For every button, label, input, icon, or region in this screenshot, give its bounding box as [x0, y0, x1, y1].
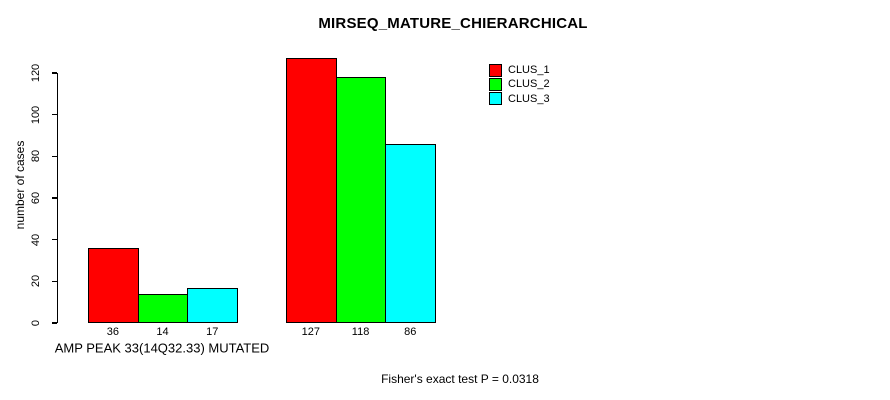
bar-clus_2-group2: [335, 77, 387, 323]
y-axis-tick-label: 100: [30, 105, 42, 124]
legend-swatch-clus_1: [489, 63, 502, 77]
y-axis-tick: [51, 280, 57, 283]
legend-item-clus_2: CLUS_2: [489, 77, 550, 91]
y-axis-tick: [51, 72, 57, 74]
legend-item-clus_3: CLUS_3: [489, 92, 550, 106]
bar-clus_1-group1: [88, 248, 139, 323]
y-axis-label: number of cases: [13, 140, 27, 230]
bar-value-label: 14: [156, 326, 169, 338]
bar-clus_3-group2: [385, 143, 437, 323]
legend-item-label: CLUS_1: [508, 64, 550, 76]
y-axis-tick: [51, 155, 57, 158]
y-axis-tick-label: 40: [30, 233, 42, 246]
y-axis-tick-label: 80: [30, 150, 42, 163]
chart-title: MIRSEQ_MATURE_CHIERARCHICAL: [318, 15, 588, 32]
bar-clus_1-group2: [286, 58, 337, 323]
y-axis-tick: [51, 322, 57, 324]
legend-swatch-clus_3: [489, 92, 502, 106]
bar-value-label: 127: [301, 326, 321, 338]
legend-item-label: CLUS_2: [508, 78, 550, 91]
bar-clus_2-group1: [137, 293, 189, 323]
y-axis-tick-label: 20: [30, 275, 42, 288]
y-axis-tick-label: 60: [30, 191, 42, 205]
legend-swatch-clus_2: [489, 77, 502, 91]
fisher-test-annotation: Fisher's exact test P = 0.0318: [381, 372, 539, 386]
legend-item-clus_1: CLUS_1: [489, 63, 550, 77]
y-axis: [56, 73, 58, 323]
y-axis-tick: [51, 197, 57, 199]
bar-value-label: 36: [106, 326, 119, 338]
bar-value-label: 86: [404, 326, 417, 338]
bar-clus_3-group1: [187, 287, 239, 323]
legend-item-label: CLUS_3: [508, 92, 550, 105]
y-axis-tick-label: 120: [30, 63, 42, 83]
bar-value-label: 17: [206, 326, 219, 338]
y-axis-tick: [51, 113, 57, 116]
y-axis-tick: [51, 238, 57, 241]
bar-value-label: 118: [351, 326, 370, 338]
x-axis-group-label: AMP PEAK 33(14Q32.33) MUTATED: [54, 340, 270, 356]
legend: CLUS_1 CLUS_2 CLUS_3: [489, 63, 609, 110]
y-axis-tick-label: 0: [30, 319, 42, 327]
